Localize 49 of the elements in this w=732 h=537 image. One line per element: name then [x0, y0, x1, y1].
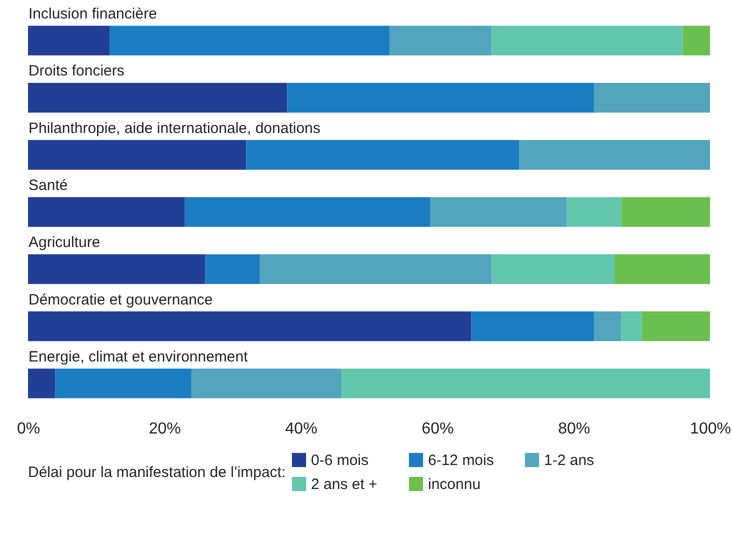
- bar: [642, 311, 710, 342]
- y-tick-label: Démocratie et gouvernance: [28, 291, 213, 308]
- bar: [110, 26, 390, 56]
- bar: [192, 368, 342, 398]
- bar: [28, 197, 185, 227]
- legend-label: 6-12 mois: [428, 452, 494, 469]
- bar: [184, 197, 430, 227]
- y-tick-label: Droits fonciers: [28, 62, 124, 80]
- bar: [682, 26, 710, 56]
- bar: [28, 254, 206, 284]
- y-tick-label: Philanthropie, aide internationale, donations: [28, 120, 320, 137]
- y-tick-label: Agriculture: [28, 234, 100, 252]
- bar: [246, 140, 520, 170]
- bar: [389, 26, 492, 56]
- bar: [492, 26, 683, 56]
- bar: [342, 368, 710, 398]
- bar: [566, 197, 622, 227]
- legend-title: Délai pour la manifestation de l’impact:: [28, 464, 286, 481]
- bar: [471, 311, 594, 342]
- x-tick-label: 100%: [690, 420, 731, 438]
- bar: [519, 140, 710, 170]
- x-tick-label: 20%: [148, 420, 181, 438]
- bar: [205, 254, 260, 284]
- x-tick-label: 0%: [16, 420, 40, 438]
- bar: [492, 254, 615, 284]
- bar: [28, 26, 110, 56]
- x-tick-label: 80%: [558, 420, 590, 438]
- x-tick-label: 40%: [285, 420, 318, 438]
- bar: [594, 311, 622, 342]
- legend-label: 1-2 ans: [544, 452, 594, 469]
- y-tick-label: Santé: [28, 177, 68, 194]
- bar: [430, 197, 567, 227]
- bar: [55, 368, 192, 398]
- bar: [28, 82, 288, 113]
- x-tick-label: 60%: [422, 420, 454, 438]
- bar: [621, 311, 642, 342]
- bar: [28, 311, 472, 342]
- bar: [594, 82, 710, 113]
- bar: [260, 254, 492, 284]
- legend-label: inconnu: [428, 476, 481, 493]
- legend-label: 2 ans et +: [311, 476, 378, 493]
- bar: [287, 82, 594, 113]
- bar: [28, 140, 246, 170]
- bar: [621, 197, 710, 227]
- bar: [614, 254, 710, 284]
- legend-label: 0-6 mois: [311, 452, 369, 469]
- y-tick-label: Energie, climat et environnement: [28, 348, 249, 366]
- y-tick-label: Inclusion financière: [28, 6, 157, 23]
- bar: [28, 368, 56, 398]
